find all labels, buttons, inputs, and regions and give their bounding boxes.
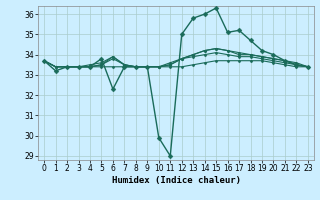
X-axis label: Humidex (Indice chaleur): Humidex (Indice chaleur) [111,176,241,185]
